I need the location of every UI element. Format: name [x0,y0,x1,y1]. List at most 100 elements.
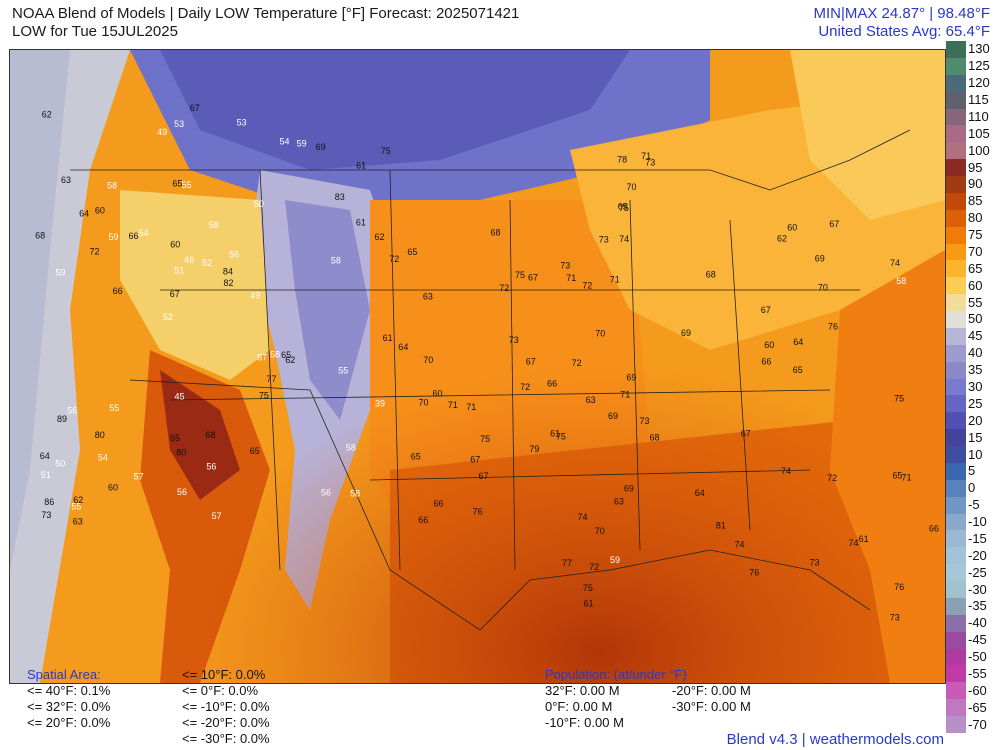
population-item: 32°F: 0.00 M [545,683,620,698]
scale-label: 25 [968,395,983,411]
temperature-value-label: 74 [890,258,900,268]
footer-credit[interactable]: Blend v4.3 | weathermodels.com [726,731,944,748]
scale-label: 115 [968,92,989,108]
population-stats: Population: (at/under °F) 32°F: 0.00 M 0… [545,667,751,731]
scale-label: 40 [968,345,983,361]
header-stats: MIN|MAX 24.87° | 98.48°F United States A… [813,5,990,41]
temperature-map[interactable]: 58 59 61 52 50 62 65 58 56 54 51 54 55 56 62 63 53 72 57 61… [9,49,946,684]
temperature-value-label: 60 [95,205,105,215]
temperature-labels: 5859615250626558565451545556626353725761… [35,103,939,623]
temperature-value-label: 73 [560,261,570,271]
temperature-value-label: 72 [389,254,399,264]
temperature-value-label: 72 [90,246,100,256]
temperature-value-label: 59 [109,232,119,242]
temperature-value-label: 49 [250,291,260,301]
temperature-value-label: 58 [270,350,280,360]
scale-label: 20 [968,412,983,428]
scale-label: 5 [968,463,976,479]
temperature-value-label: 54 [280,136,290,146]
temperature-value-label: 58 [107,180,117,190]
temperature-value-label: 61 [584,598,594,608]
scale-swatch [946,176,966,194]
temperature-value-label: 79 [529,444,539,454]
scale-swatch [946,294,966,312]
temperature-value-label: 64 [793,337,803,347]
scale-swatch [946,91,966,109]
scale-swatch [946,429,966,447]
temperature-value-label: 72 [572,358,582,368]
scale-swatch [946,378,966,396]
state-lines-horizontal [160,289,860,481]
temperature-value-label: 62 [285,355,295,365]
temperature-value-label: 72 [589,562,599,572]
temperature-value-label: 57 [257,353,267,363]
gulf-hot-field [10,50,945,683]
scale-swatch [946,496,966,515]
scale-swatch [946,530,966,548]
scale-label: -35 [968,598,987,614]
temperature-value-label: 71 [902,473,912,483]
scale-swatch [946,564,966,582]
temperature-value-label: 39 [375,399,385,409]
temperature-value-label: 62 [73,495,83,505]
spatial-area-item: <= 40°F: 0.1% [27,683,111,698]
temperature-value-label: 60 [787,222,797,232]
scale-label: 100 [968,142,990,158]
temperature-value-label: 60 [108,483,118,493]
south-border-line [129,379,871,631]
scale-label: 85 [968,193,983,209]
spatial-area-item: <= -20°F: 0.0% [182,715,270,730]
temperature-value-label: 57 [134,472,144,482]
title-line-2: LOW for Tue 15JUL2025 [12,23,178,40]
temperature-value-label: 52 [202,258,212,268]
temperature-value-label: 74 [619,234,629,244]
temperature-value-label: 65 [170,433,180,443]
scale-swatch [946,581,966,599]
temperature-value-label: 59 [297,138,307,148]
temperature-value-label: 80 [176,447,186,457]
temperature-value-label: 75 [259,391,269,401]
map-canvas: 5859615250626558565451545556626353725761… [10,50,945,683]
temperature-value-label: 60 [764,340,774,350]
temperature-value-label: 75 [583,583,593,593]
scale-swatch [946,277,966,295]
temperature-value-label: 53 [174,119,184,129]
temperature-value-label: 80 [95,430,105,440]
spatial-area-stats-2: <= 10°F: 0.0% <= 0°F: 0.0% <= -10°F: 0.0… [182,667,270,747]
temperature-value-label: 66 [761,356,771,366]
temperature-value-label: 72 [499,283,509,293]
scale-swatch [946,125,966,143]
temperature-value-label: 71 [566,273,576,283]
temperature-value-label: 67 [526,357,536,367]
scale-swatch [946,226,966,245]
scale-swatch [946,260,966,278]
temperature-value-label: 75 [894,394,904,404]
scale-label: 30 [968,379,983,394]
scale-label: -20 [968,547,987,563]
temperature-value-label: 66 [418,515,428,525]
temperature-value-label: 75 [381,146,391,156]
temperature-value-label: 56 [206,462,216,472]
temperature-value-label: 51 [174,266,184,276]
temperature-value-label: 61 [859,534,869,544]
scale-swatch [946,513,966,531]
temperature-value-label: 72 [582,281,592,291]
temperature-value-label: 86 [44,497,54,507]
scale-swatch [946,344,966,363]
scale-label: 50 [968,311,983,327]
temperature-value-label: 65 [172,179,182,189]
scale-label: -15 [968,530,987,546]
spatial-area-item: <= 10°F: 0.0% [182,667,266,682]
temperature-value-label: 59 [610,555,620,565]
temperature-value-label: 68 [650,433,660,443]
temperature-value-label: 70 [627,182,637,192]
temperature-value-label: 67 [761,305,771,315]
scale-label: -30 [968,581,987,597]
title-line-1: NOAA Blend of Models | Daily LOW Tempera… [12,5,520,22]
scale-swatch [946,614,966,633]
scale-swatch [946,192,966,211]
temperature-value-label: 56 [321,488,331,498]
population-item: -20°F: 0.00 M [671,683,751,698]
scale-swatch [946,57,966,76]
scale-swatch [946,74,966,93]
